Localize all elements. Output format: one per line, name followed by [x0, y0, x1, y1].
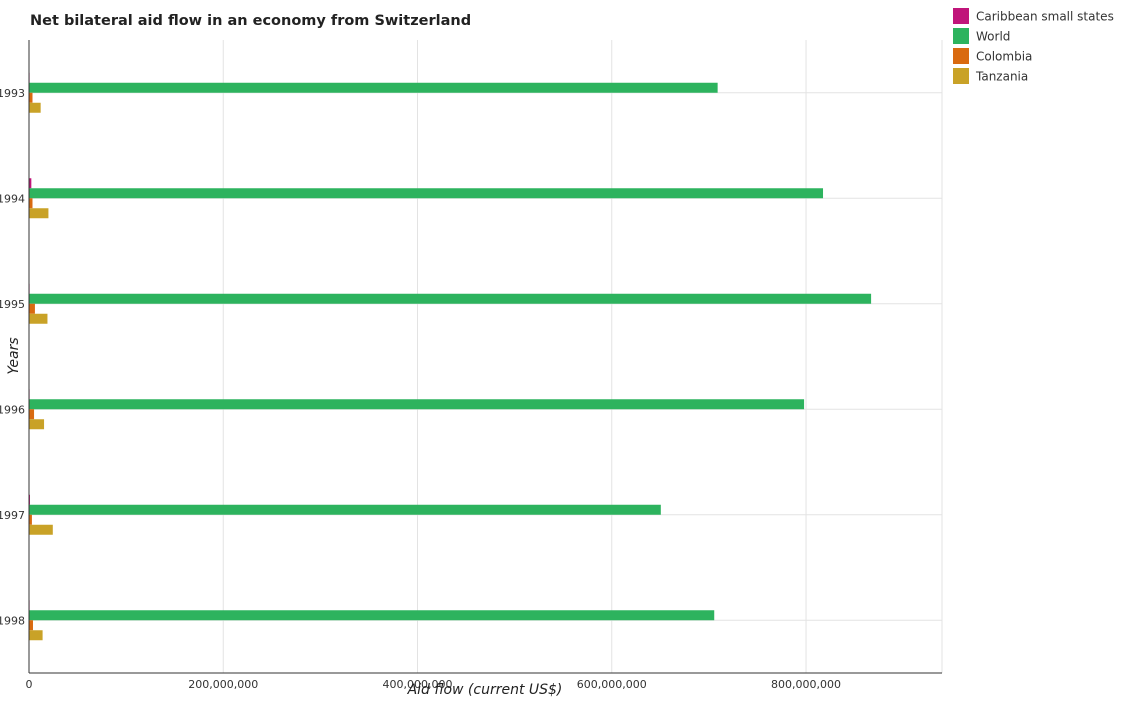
x-tick-label: 800,000,000 [771, 678, 841, 691]
legend-label: Colombia [976, 50, 1032, 64]
bar-world-1995 [29, 293, 872, 304]
bars [29, 72, 872, 641]
y-axis-label: Years [6, 337, 22, 374]
y-tick-label: 1993 [0, 87, 25, 100]
y-tick-label: 1994 [0, 192, 25, 205]
chart-title: Net bilateral aid flow in an economy fro… [30, 13, 471, 29]
legend-swatch [953, 68, 969, 84]
bar-colombia-1994 [29, 198, 33, 209]
bar-tanzania-1995 [29, 313, 48, 324]
y-tick-label: 1996 [0, 403, 25, 416]
bar-tanzania-1993 [29, 102, 41, 113]
legend-label: World [976, 30, 1010, 44]
bar-colombia-1998 [29, 620, 33, 631]
bar-world-1993 [29, 82, 718, 93]
bar-world-1994 [29, 188, 824, 199]
y-tick-label: 1995 [0, 298, 25, 311]
bar-tanzania-1998 [29, 630, 43, 641]
bar-colombia-1993 [29, 92, 33, 103]
y-tick-label: 1998 [0, 614, 25, 627]
x-tick-label: 600,000,000 [577, 678, 647, 691]
bar-tanzania-1997 [29, 524, 53, 535]
legend-swatch [953, 8, 969, 24]
bar-colombia-1997 [29, 514, 32, 525]
bar-world-1997 [29, 504, 661, 515]
legend: Caribbean small states World Colombia Tanza… [953, 8, 1114, 84]
axes: 0 200,000,000 400,000,000 600,000,000 800,00… [0, 40, 942, 691]
bar-colombia-1995 [29, 303, 35, 314]
bar-caribbean-small-states-1994 [29, 178, 32, 189]
legend-swatch [953, 28, 969, 44]
x-axis-label: Aid flow (current US$) [407, 682, 563, 698]
bar-tanzania-1996 [29, 419, 45, 430]
plot-area [29, 40, 942, 673]
bar-colombia-1996 [29, 409, 35, 420]
bar-world-1996 [29, 399, 805, 410]
legend-label: Tanzania [975, 70, 1028, 84]
bar-tanzania-1994 [29, 208, 49, 219]
legend-label: Caribbean small states [976, 10, 1114, 24]
bar-world-1998 [29, 610, 715, 621]
x-tick-label: 200,000,000 [188, 678, 258, 691]
y-tick-label: 1997 [0, 509, 25, 522]
legend-swatch [953, 48, 969, 64]
x-tick-label: 0 [26, 678, 33, 691]
x-tick-label: 400,000,000 [383, 678, 453, 691]
